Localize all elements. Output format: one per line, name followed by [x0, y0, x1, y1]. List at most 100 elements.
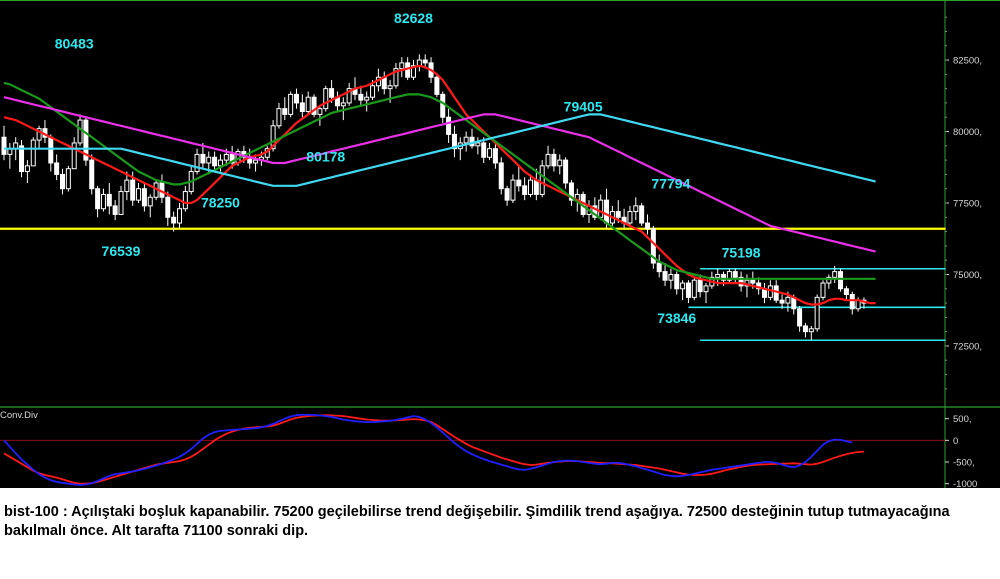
candle	[656, 254, 662, 278]
level-annotation: 80483	[55, 36, 94, 52]
candle	[487, 142, 493, 161]
candle	[563, 157, 569, 189]
level-annotation: 82628	[394, 10, 433, 26]
candle	[30, 137, 36, 167]
candle	[346, 82, 352, 106]
candle	[522, 177, 528, 201]
candle	[24, 160, 30, 183]
candle	[568, 180, 574, 206]
candle	[340, 97, 346, 121]
candle	[282, 97, 288, 121]
candle	[691, 277, 697, 301]
level-annotation: 80178	[306, 149, 345, 165]
osc-tick-label: 0	[953, 436, 958, 447]
candle	[762, 283, 767, 304]
candle	[726, 268, 732, 284]
candle	[334, 91, 340, 112]
candle	[808, 325, 814, 341]
level-annotation: 79405	[564, 99, 603, 115]
candle	[276, 102, 282, 129]
price-tick-label: 75000,	[953, 270, 982, 281]
candle	[294, 88, 299, 109]
candle	[364, 91, 370, 112]
level-annotation: 75198	[722, 244, 761, 260]
chart-area: 80483 82628 79405 80178 78250 77794 76539 75198…	[0, 0, 1000, 488]
ma-line-magenta	[3, 96, 876, 253]
candle	[411, 60, 416, 81]
candle	[182, 185, 188, 212]
candle	[662, 263, 668, 286]
candle	[71, 137, 77, 170]
candle	[200, 142, 206, 169]
candle	[814, 294, 820, 332]
candle	[253, 154, 259, 172]
candle	[469, 128, 475, 149]
candle	[106, 182, 112, 215]
candle	[95, 185, 101, 218]
candle	[446, 108, 452, 143]
candle	[539, 160, 545, 198]
candle	[457, 137, 463, 161]
candle	[545, 145, 551, 169]
level-annotation: 77794	[651, 176, 690, 192]
candle	[112, 200, 118, 221]
ma-line-cyan	[4, 113, 876, 187]
ma-line-red	[3, 64, 876, 306]
candle	[645, 214, 650, 235]
candle	[141, 182, 147, 212]
candle	[358, 85, 364, 106]
price-tick-label: 82500,	[953, 56, 982, 67]
osc-tick-label: -500,	[953, 458, 975, 469]
price-tick-label: 77500,	[953, 199, 982, 210]
candle	[177, 203, 182, 229]
candle	[849, 291, 855, 315]
candle	[621, 208, 627, 229]
osc-tick-label: -1000	[953, 479, 977, 488]
candle	[317, 105, 323, 126]
osc-tick-label: 500,	[953, 414, 972, 425]
candle	[633, 197, 639, 221]
candle	[393, 62, 399, 89]
candle	[492, 142, 498, 169]
chart-svg: 80483 82628 79405 80178 78250 77794 76539 75198…	[0, 0, 1000, 488]
candle	[19, 140, 25, 178]
candle	[118, 185, 124, 215]
candle	[60, 168, 65, 195]
candle	[399, 57, 405, 78]
candle	[779, 294, 785, 309]
candle	[551, 148, 557, 172]
candle	[703, 283, 709, 304]
level-annotation: 76539	[102, 243, 141, 259]
candle	[557, 154, 563, 175]
level-annotation: 73846	[657, 310, 696, 326]
candle	[147, 194, 153, 218]
osc-line-blue	[3, 413, 853, 486]
candle	[1, 125, 7, 161]
candle	[434, 74, 440, 98]
candle	[650, 225, 656, 269]
ma-line-green	[3, 81, 876, 280]
candle	[668, 268, 674, 289]
candle	[171, 211, 177, 232]
candle	[217, 154, 223, 172]
candle	[124, 171, 130, 201]
candle	[504, 185, 510, 206]
candle	[305, 91, 311, 115]
candle	[843, 285, 849, 301]
price-tick-label: 72500,	[953, 341, 982, 352]
candle	[288, 91, 294, 118]
candle	[194, 148, 200, 175]
candle	[159, 174, 165, 203]
candle	[136, 182, 142, 203]
candle	[7, 142, 13, 169]
candle	[627, 205, 633, 226]
candle	[685, 280, 691, 304]
candle	[510, 174, 516, 203]
candle	[323, 85, 329, 112]
price-tick-label: 80000,	[953, 127, 982, 138]
candle	[639, 203, 645, 226]
candle	[674, 271, 680, 295]
candle	[826, 274, 832, 289]
candle	[440, 91, 446, 123]
candle	[299, 94, 305, 118]
